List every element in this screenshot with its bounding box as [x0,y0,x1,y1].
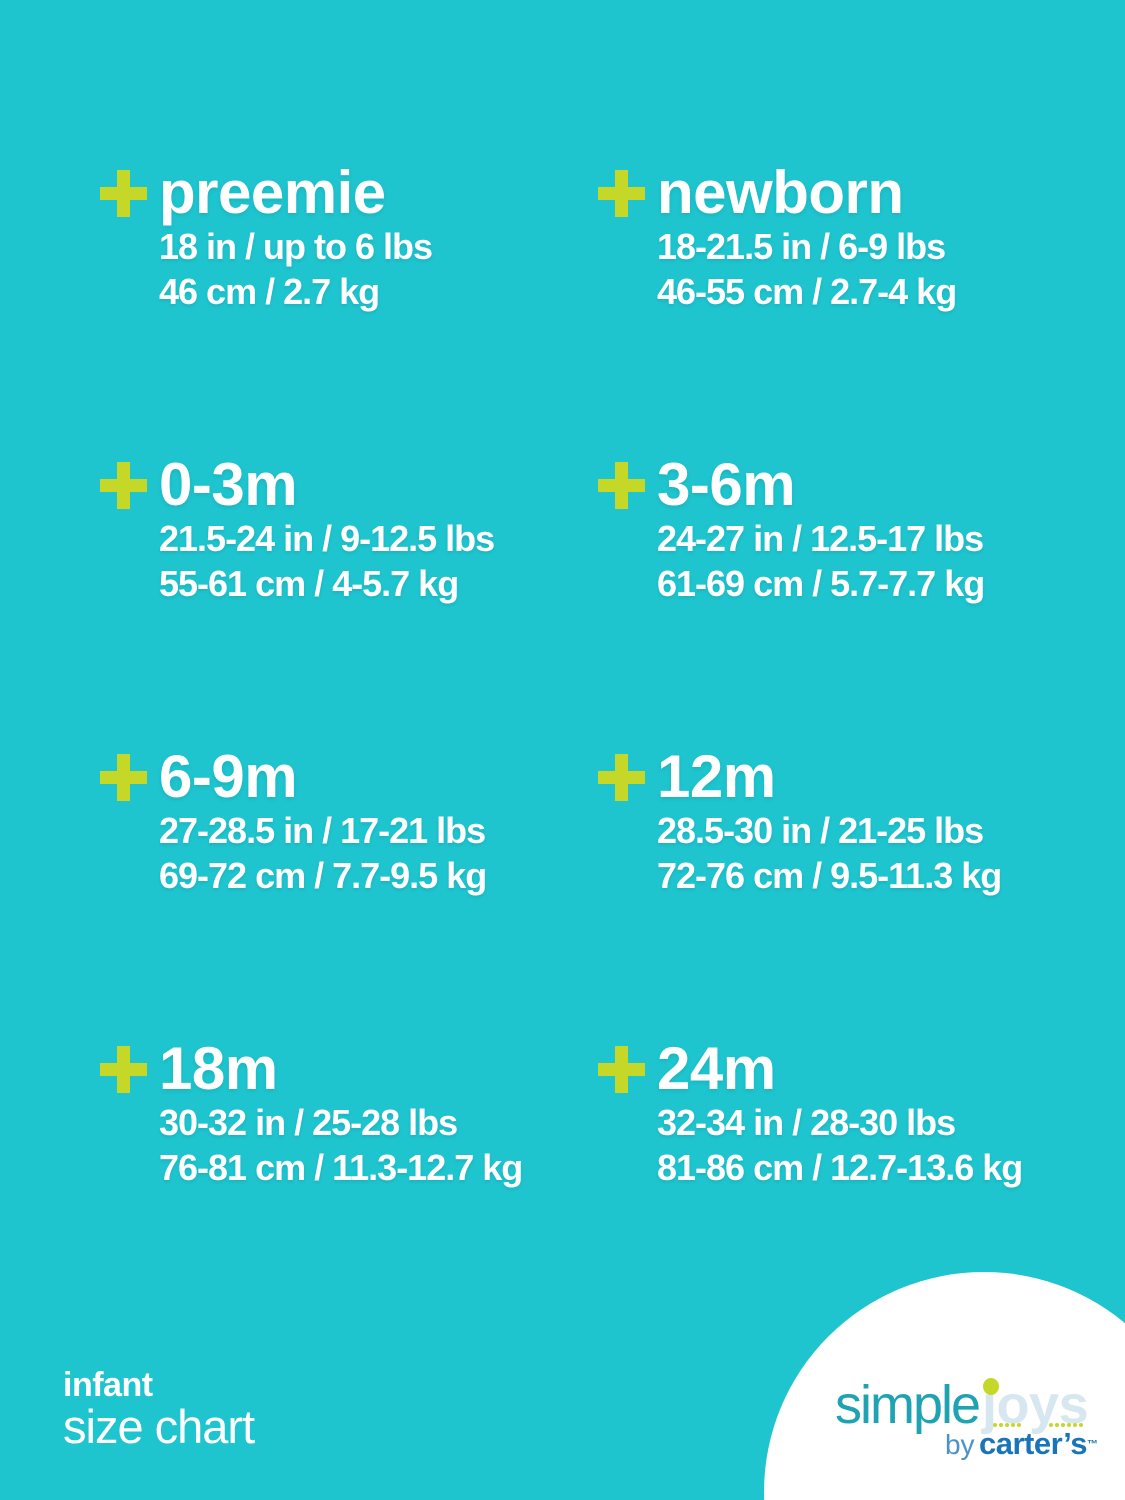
caption-subtitle: size chart [63,1400,255,1453]
size-block-18m: 18m 30-32 in / 25-28 lbs 76-81 cm / 11.3… [100,1035,523,1190]
size-imperial: 24-27 in / 12.5-17 lbs [657,518,984,559]
size-header: 0-3m [100,451,494,518]
size-imperial: 27-28.5 in / 17-21 lbs [159,810,486,851]
logo-simple-text: simple [835,1375,981,1435]
size-metric: 69-72 cm / 7.7-9.5 kg [159,855,487,896]
joys-dots-right-icon [1049,1423,1083,1427]
size-metric: 61-69 cm / 5.7-7.7 kg [657,563,985,604]
size-metric: 81-86 cm / 12.7-13.6 kg [657,1147,1023,1188]
size-metric: 76-81 cm / 11.3-12.7 kg [159,1147,523,1188]
brand-logo-by-carters: by carter’s™ [884,1427,1098,1467]
size-metric: 46-55 cm / 2.7-4 kg [657,271,957,312]
size-details: 27-28.5 in / 17-21 lbs 69-72 cm / 7.7-9.… [159,808,487,898]
size-details: 21.5-24 in / 9-12.5 lbs 55-61 cm / 4-5.7… [159,516,495,606]
size-block-6-9m: 6-9m 27-28.5 in / 17-21 lbs 69-72 cm / 7… [100,743,487,898]
size-imperial: 18 in / up to 6 lbs [159,226,433,267]
size-details: 30-32 in / 25-28 lbs 76-81 cm / 11.3-12.… [159,1100,523,1190]
size-header: preemie [100,159,432,226]
size-details: 24-27 in / 12.5-17 lbs 61-69 cm / 5.7-7.… [657,516,985,606]
size-label: preemie [159,159,386,226]
size-label: newborn [657,159,904,226]
joys-dots-left-icon [993,1423,1021,1427]
size-block-newborn: newborn 18-21.5 in / 6-9 lbs 46-55 cm / … [598,159,957,314]
size-imperial: 18-21.5 in / 6-9 lbs [657,226,946,267]
size-imperial: 28.5-30 in / 21-25 lbs [657,810,984,851]
size-label: 18m [159,1035,278,1102]
size-block-preemie: preemie 18 in / up to 6 lbs 46 cm / 2.7 … [100,159,433,314]
size-label: 0-3m [159,451,298,518]
size-header: 24m [598,1035,1022,1102]
plus-icon [598,1045,645,1093]
size-block-0-3m: 0-3m 21.5-24 in / 9-12.5 lbs 55-61 cm / … [100,451,495,606]
size-label: 6-9m [159,743,298,810]
size-label: 3-6m [657,451,796,518]
size-imperial: 32-34 in / 28-30 lbs [657,1102,956,1143]
joys-j-dot-icon [983,1378,1000,1395]
size-header: 12m [598,743,1001,810]
size-details: 28.5-30 in / 21-25 lbs 72-76 cm / 9.5-11… [657,808,1002,898]
size-metric: 72-76 cm / 9.5-11.3 kg [657,855,1002,896]
caption-title: infant [63,1366,153,1404]
size-imperial: 21.5-24 in / 9-12.5 lbs [159,518,495,559]
trademark-symbol: ™ [1087,1438,1098,1451]
size-header: 18m [100,1035,522,1102]
plus-icon [598,753,645,801]
size-header: newborn [598,159,956,226]
size-block-3-6m: 3-6m 24-27 in / 12.5-17 lbs 61-69 cm / 5… [598,451,985,606]
plus-icon [100,169,147,217]
size-header: 3-6m [598,451,984,518]
size-details: 18-21.5 in / 6-9 lbs 46-55 cm / 2.7-4 kg [657,224,957,314]
size-details: 18 in / up to 6 lbs 46 cm / 2.7 kg [159,224,433,314]
size-details: 32-34 in / 28-30 lbs 81-86 cm / 12.7-13.… [657,1100,1023,1190]
plus-icon [100,1045,147,1093]
logo-carters-text: carter’s [978,1426,1088,1461]
plus-icon [100,461,147,509]
plus-icon [598,461,645,509]
brand-circle: simple joys by carter’s™ [764,1272,1125,1500]
logo-by-text: by [944,1429,975,1460]
size-metric: 46 cm / 2.7 kg [159,271,380,312]
size-block-12m: 12m 28.5-30 in / 21-25 lbs 72-76 cm / 9.… [598,743,1002,898]
size-imperial: 30-32 in / 25-28 lbs [159,1102,458,1143]
size-block-24m: 24m 32-34 in / 28-30 lbs 81-86 cm / 12.7… [598,1035,1023,1190]
chart-caption: infant size chart [63,1366,255,1453]
size-label: 12m [657,743,776,810]
size-header: 6-9m [100,743,486,810]
plus-icon [598,169,645,217]
size-metric: 55-61 cm / 4-5.7 kg [159,563,459,604]
size-label: 24m [657,1035,776,1102]
plus-icon [100,753,147,801]
